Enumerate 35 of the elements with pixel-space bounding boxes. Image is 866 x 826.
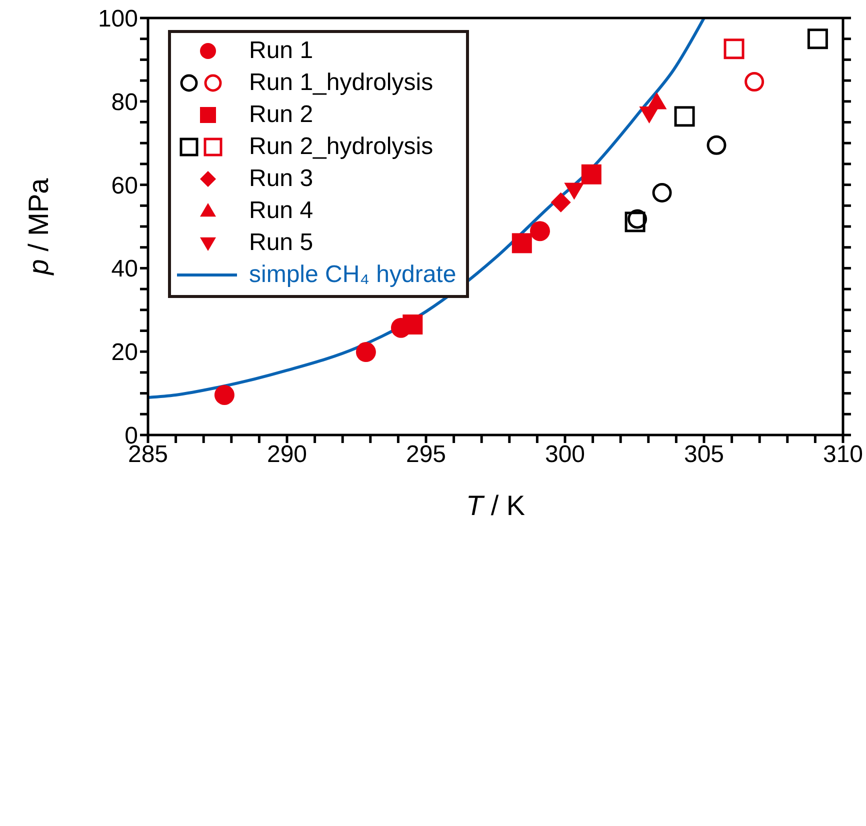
legend-label: Run 3: [249, 165, 314, 193]
point: [639, 106, 660, 124]
point: [706, 135, 726, 155]
point: [512, 233, 532, 254]
point: [628, 209, 648, 229]
y-tick-label: 40: [111, 256, 138, 283]
x-tick-label: 290: [266, 441, 308, 468]
point: [550, 192, 571, 212]
y-tick-label: 60: [111, 172, 138, 200]
point: [624, 212, 646, 232]
legend-label: simple CH₄ hydrate: [249, 261, 456, 289]
x-tick-label: 305: [684, 441, 724, 468]
x-tick-label: 300: [544, 441, 586, 468]
point: [807, 28, 828, 50]
legend-label: Run 5: [249, 229, 314, 257]
point: [581, 164, 602, 184]
x-tick-label: 295: [406, 441, 446, 468]
legend-label: Run 2: [249, 101, 314, 129]
point: [564, 182, 584, 200]
x-axis-title: T / K: [466, 490, 526, 521]
y-tick-label: 100: [98, 6, 138, 33]
point: [356, 342, 376, 362]
legend-label: Run 1_hydrolysis: [249, 69, 434, 97]
legend-label: Run 1: [249, 37, 314, 65]
y-tick-label: 20: [111, 339, 138, 366]
point: [652, 182, 672, 202]
point: [402, 314, 423, 334]
legend-label: Run 2_hydrolysis: [249, 133, 434, 161]
y-axis-title: p / MPa: [23, 178, 54, 276]
point: [674, 106, 695, 127]
legend-label: Run 4: [249, 197, 314, 225]
point: [530, 221, 550, 242]
x-tick-label: 310: [822, 441, 864, 468]
point: [214, 384, 234, 405]
y-tick-label: 80: [111, 88, 138, 116]
